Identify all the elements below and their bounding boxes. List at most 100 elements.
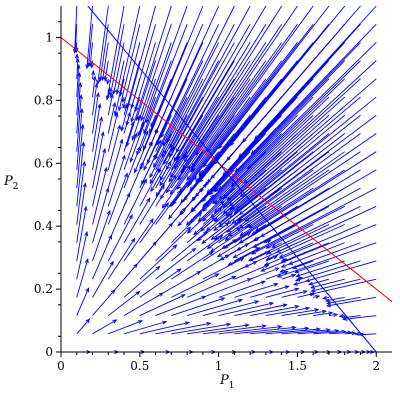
arrow-shaft <box>179 96 251 192</box>
field-arrow <box>76 230 89 280</box>
field-arrow <box>265 327 321 335</box>
field-arrow <box>313 294 321 299</box>
x-tick-label: 0.5 <box>130 359 149 373</box>
arrow-shaft <box>76 142 85 207</box>
arrow-shaft <box>76 259 89 298</box>
x-tick-label: 2 <box>372 359 380 373</box>
arrow-head <box>180 169 185 175</box>
field-arrow <box>107 101 117 134</box>
arrow-head <box>214 217 220 223</box>
arrow-shaft <box>198 96 330 222</box>
arrow-shaft <box>222 187 235 199</box>
y-axis-label: P2 <box>3 174 18 192</box>
arrow-head <box>226 156 231 162</box>
arrow-shaft <box>248 205 361 261</box>
arrow-head <box>244 323 250 328</box>
arrow-head <box>164 202 170 208</box>
blue-line <box>87 5 377 353</box>
field-arrow <box>196 133 330 242</box>
arrow-shaft <box>232 114 377 224</box>
arrow-shaft <box>193 114 330 235</box>
arrow-shaft <box>150 115 156 127</box>
field-arrow <box>109 24 125 97</box>
arrow-shaft <box>109 24 125 96</box>
field-arrow <box>88 42 93 68</box>
arrow-shaft <box>123 321 167 335</box>
arrow-shaft <box>76 83 81 134</box>
arrow-head <box>260 267 266 272</box>
arrow-shaft <box>191 114 282 213</box>
field-arrow <box>92 103 102 152</box>
arrow-shaft <box>92 93 99 134</box>
arrow-shaft <box>172 60 283 205</box>
field-arrow <box>187 42 298 187</box>
nullcline-lines <box>60 5 393 353</box>
arrow-shaft <box>76 183 86 243</box>
arrow-shaft <box>228 133 377 237</box>
field-arrow <box>117 24 141 112</box>
arrow-head <box>304 326 310 331</box>
field-arrow <box>161 60 267 209</box>
arrow-shaft <box>107 139 123 189</box>
arrow-head <box>178 210 184 216</box>
arrow-head <box>94 82 99 88</box>
arrow-shaft <box>149 78 172 133</box>
arrow-head <box>172 200 177 206</box>
arrow-head <box>184 153 189 159</box>
field-arrow <box>150 42 235 193</box>
arrow-head <box>176 268 182 273</box>
arrow-shaft <box>143 60 172 134</box>
field-arrow <box>271 242 282 248</box>
arrow-head <box>193 230 198 236</box>
field-arrow <box>76 287 90 316</box>
arrow-shaft <box>162 96 188 146</box>
arrow-shaft <box>155 190 182 225</box>
field-arrow <box>214 133 361 241</box>
arrow-shaft <box>91 60 93 68</box>
arrow-shaft <box>97 5 109 84</box>
field-arrow <box>191 23 298 172</box>
arrow-head <box>291 325 297 330</box>
arrow-shaft <box>202 194 215 207</box>
field-arrow <box>108 290 141 316</box>
arrow-head <box>106 209 111 215</box>
field-arrow <box>218 324 283 335</box>
arrow-shaft <box>281 309 319 317</box>
arrow-shaft <box>218 302 274 317</box>
field-arrow <box>354 331 361 336</box>
arrow-shaft <box>247 42 377 169</box>
arrow-head <box>214 199 219 205</box>
field-arrow <box>171 322 232 335</box>
y-tick-label: 0.4 <box>34 219 53 233</box>
field-arrow <box>76 205 88 262</box>
arrow-head <box>184 321 191 326</box>
field-arrow <box>169 23 267 178</box>
arrow-head <box>294 287 300 292</box>
arrow-head <box>308 281 314 286</box>
arrow-head <box>105 95 110 101</box>
arrow-head <box>222 171 227 176</box>
arrow-shaft <box>235 42 361 173</box>
arrow-shaft <box>239 78 377 198</box>
field-arrow <box>295 260 345 278</box>
arrow-head <box>85 287 90 293</box>
field-arrow <box>209 151 361 253</box>
field-arrow <box>157 60 220 174</box>
arrow-shaft <box>107 94 113 116</box>
field-arrow <box>171 297 226 317</box>
arrow-shaft <box>126 24 157 126</box>
field-arrow <box>226 78 361 201</box>
arrow-head <box>169 172 175 178</box>
field-arrow <box>202 23 314 168</box>
arrow-shaft <box>233 187 361 258</box>
arrow-head <box>198 178 204 183</box>
arrow-head <box>103 166 108 172</box>
field-arrow <box>325 296 377 308</box>
arrow-shaft <box>149 24 235 184</box>
arrow-head <box>206 189 211 194</box>
arrow-shaft <box>166 133 172 143</box>
arrow-shaft <box>309 278 330 285</box>
field-arrow <box>239 78 377 198</box>
arrow-shaft <box>76 288 90 316</box>
